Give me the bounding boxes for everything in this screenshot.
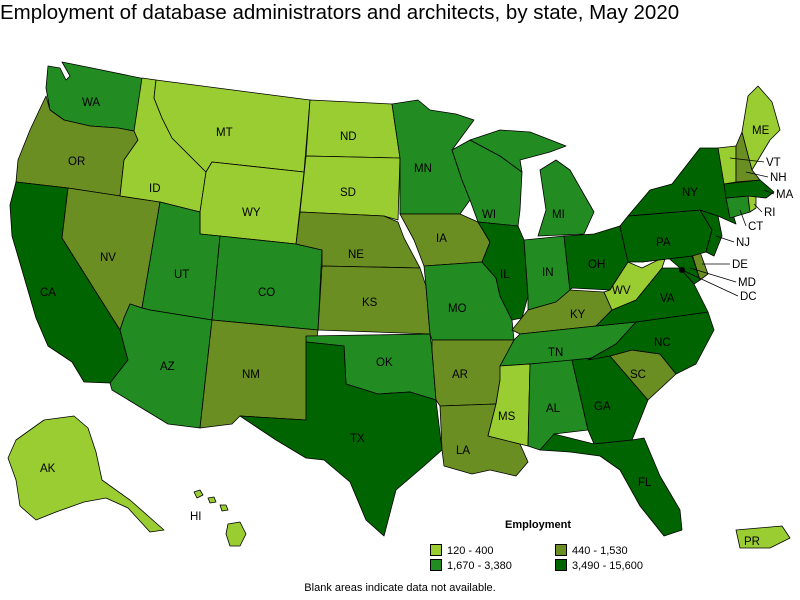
label-ID: ID <box>149 183 161 195</box>
legend-swatch <box>430 544 442 557</box>
legend: Employment 120 - 400 440 - 1,530 1,670 -… <box>430 518 670 578</box>
state-HI[interactable] <box>193 489 247 547</box>
label-SD: SD <box>340 187 356 199</box>
label-MI: MI <box>552 209 565 221</box>
leader-MA <box>763 189 775 195</box>
label-KY: KY <box>570 309 586 321</box>
label-MT: MT <box>216 127 233 139</box>
leader-NH <box>745 171 769 178</box>
label-ME: ME <box>752 125 770 137</box>
state-CO[interactable] <box>211 235 323 331</box>
label-DC: DC <box>740 291 757 303</box>
label-NJ: NJ <box>736 237 750 249</box>
state-NH[interactable] <box>735 131 761 183</box>
state-MT[interactable] <box>153 79 311 173</box>
state-TX[interactable] <box>239 341 443 537</box>
label-MS: MS <box>498 411 516 423</box>
label-WY: WY <box>242 207 261 219</box>
legend-item-bin-0: 120 - 400 <box>430 544 493 558</box>
label-IA: IA <box>436 233 447 245</box>
leader-MD <box>689 267 737 283</box>
legend-item-bin-3: 3,490 - 15,600 <box>555 559 643 573</box>
label-AL: AL <box>546 403 561 415</box>
label-UT: UT <box>174 269 189 281</box>
label-CO: CO <box>258 287 275 299</box>
label-WV: WV <box>612 285 631 297</box>
state-CT[interactable] <box>725 195 751 219</box>
label-SC: SC <box>630 369 646 381</box>
label-VT: VT <box>766 157 781 169</box>
label-AZ: AZ <box>160 361 175 373</box>
label-MO: MO <box>448 303 467 315</box>
label-KS: KS <box>362 297 378 309</box>
label-MD: MD <box>738 277 756 289</box>
legend-label: 440 - 1,530 <box>572 545 628 557</box>
label-VA: VA <box>660 293 675 305</box>
leader-CT <box>739 209 747 227</box>
state-MI[interactable] <box>469 129 595 237</box>
state-SD[interactable] <box>299 155 401 221</box>
label-PA: PA <box>656 237 671 249</box>
leader-VT <box>729 157 765 163</box>
legend-item-bin-2: 1,670 - 3,380 <box>430 559 512 573</box>
label-IN: IN <box>542 267 554 279</box>
label-NY: NY <box>682 187 698 199</box>
label-ND: ND <box>340 131 357 143</box>
state-AK[interactable] <box>7 415 165 533</box>
state-PR[interactable] <box>735 525 791 549</box>
legend-label: 1,670 - 3,380 <box>447 560 512 572</box>
label-OH: OH <box>588 259 605 271</box>
label-MA: MA <box>776 189 794 201</box>
label-CA: CA <box>40 287 56 299</box>
label-NV: NV <box>100 252 116 264</box>
label-IL: IL <box>500 269 510 281</box>
dc-marker[interactable] <box>679 267 685 273</box>
state-ME[interactable] <box>741 85 781 171</box>
legend-label: 120 - 400 <box>447 545 494 557</box>
label-NC: NC <box>654 337 671 349</box>
label-WA: WA <box>82 97 100 109</box>
label-AR: AR <box>452 369 468 381</box>
label-NM: NM <box>242 369 260 381</box>
legend-title: Employment <box>505 519 572 531</box>
state-PA[interactable] <box>619 209 713 263</box>
state-WY[interactable] <box>199 161 305 245</box>
state-FL[interactable] <box>539 433 683 537</box>
label-LA: LA <box>456 445 470 457</box>
legend-swatch <box>555 559 567 572</box>
label-OR: OR <box>68 156 85 168</box>
legend-swatch <box>555 544 567 557</box>
state-IL[interactable] <box>477 221 529 321</box>
label-DE: DE <box>732 259 748 271</box>
label-HI: HI <box>190 511 202 523</box>
label-NE: NE <box>348 249 364 261</box>
legend-swatch <box>430 559 442 572</box>
state-labels: WA OR CA NV ID MT WY UT AZ CO NM ND SD N… <box>40 97 794 548</box>
label-AK: AK <box>40 463 56 475</box>
label-leader-lines <box>681 157 775 297</box>
label-TX: TX <box>350 433 365 445</box>
label-GA: GA <box>594 401 611 413</box>
legend-label: 3,490 - 15,600 <box>572 560 643 572</box>
label-OK: OK <box>376 357 393 369</box>
state-ND[interactable] <box>305 99 401 159</box>
label-CT: CT <box>748 221 763 233</box>
leader-RI <box>753 203 763 213</box>
map-title: Employment of database administrators an… <box>0 1 680 24</box>
legend-item-bin-1: 440 - 1,530 <box>555 544 628 558</box>
label-TN: TN <box>548 347 563 359</box>
label-NH: NH <box>770 172 787 184</box>
footnote: Blank areas indicate data not available. <box>304 582 496 594</box>
label-MN: MN <box>414 163 432 175</box>
leader-DC <box>681 269 739 297</box>
leader-NJ <box>715 235 735 243</box>
label-PR: PR <box>744 536 760 548</box>
label-WI: WI <box>482 209 496 221</box>
label-RI: RI <box>764 207 776 219</box>
label-FL: FL <box>638 477 652 489</box>
